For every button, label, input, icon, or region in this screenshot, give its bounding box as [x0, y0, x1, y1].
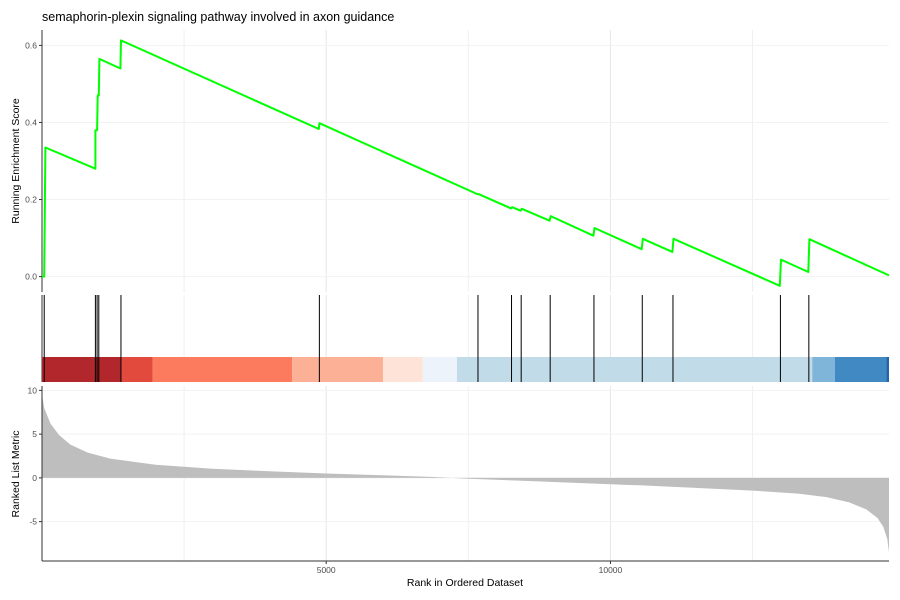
y-tick-label: 0.6	[25, 40, 37, 50]
running-score-y-label: Running Enrichment Score	[10, 98, 22, 224]
gene-hit-lines	[43, 295, 810, 382]
x-tick-label: 10000	[599, 565, 623, 575]
y-tick-label: 0.2	[25, 195, 37, 205]
y-tick-label: 0.4	[25, 117, 37, 127]
hits-grid	[183, 295, 754, 357]
chart-title: semaphorin-plexin signaling pathway invo…	[42, 10, 394, 24]
ranked-metric-panel: -5 0 5 10 5000 10000 Ranked List Metric Rank…	[10, 385, 889, 589]
color-bar-segment	[152, 357, 293, 382]
y-tick-label: 10	[28, 385, 38, 395]
color-bar-segment	[383, 357, 423, 382]
hits-panel	[41, 295, 889, 382]
ranked-metric-y-label: Ranked List Metric	[10, 431, 22, 518]
x-tick-label: 5000	[317, 565, 336, 575]
y-tick-label: 0.0	[25, 272, 37, 282]
x-axis-ticks: 5000 10000	[317, 561, 623, 575]
color-bar-segment	[42, 357, 122, 382]
color-bar-segment	[812, 357, 835, 382]
y-tick-label: -5	[29, 517, 37, 527]
x-axis-label: Rank in Ordered Dataset	[407, 577, 523, 589]
running-score-panel: 0.0 0.2 0.4 0.6 Running Enrichment Score	[10, 30, 890, 292]
color-bar-segment	[292, 357, 384, 382]
y-tick-label: 0	[32, 473, 37, 483]
color-bar-segment	[886, 357, 889, 382]
ranked-metric-area	[42, 394, 889, 553]
rank-color-bar	[42, 357, 889, 382]
running-score-line	[42, 39, 890, 287]
color-bar-segment	[121, 357, 153, 382]
running-score-y-ticks: 0.0 0.2 0.4 0.6	[25, 40, 42, 282]
ranked-metric-y-ticks: -5 0 5 10	[28, 385, 42, 527]
y-tick-label: 5	[32, 429, 37, 439]
running-score-grid	[42, 30, 889, 292]
color-bar-segment	[834, 357, 887, 382]
color-bar-segment	[422, 357, 457, 382]
color-bar-segment	[456, 357, 813, 382]
